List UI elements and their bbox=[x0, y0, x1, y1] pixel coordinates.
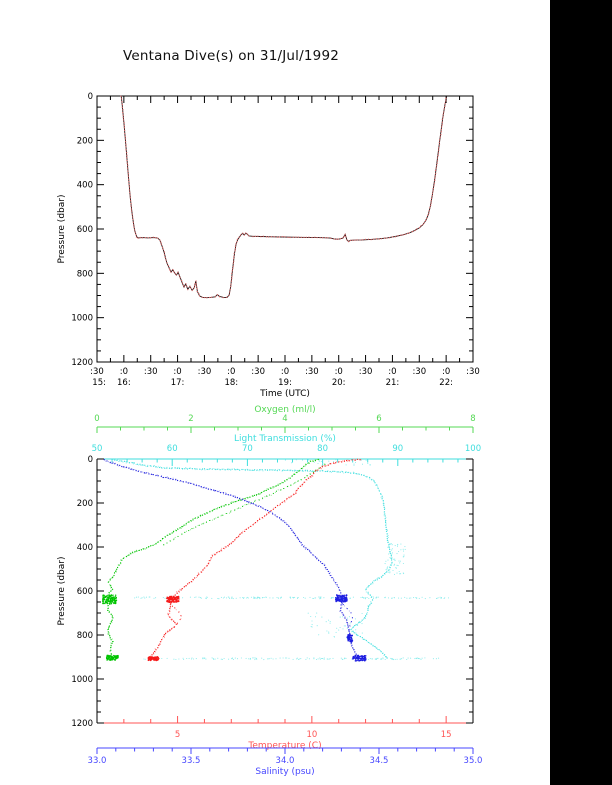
svg-text:19:: 19: bbox=[278, 378, 292, 388]
svg-text:33.5: 33.5 bbox=[182, 756, 201, 766]
svg-text:21:: 21: bbox=[386, 378, 400, 388]
svg-text::0: :0 bbox=[173, 367, 181, 377]
svg-text:15: 15 bbox=[441, 730, 452, 740]
svg-text:18:: 18: bbox=[224, 378, 238, 388]
svg-text:Pressure (dbar): Pressure (dbar) bbox=[57, 195, 67, 264]
svg-text:5: 5 bbox=[175, 730, 180, 740]
svg-text::30: :30 bbox=[90, 367, 104, 377]
svg-text::30: :30 bbox=[466, 367, 480, 377]
right-black-band bbox=[550, 0, 612, 785]
svg-text:Salinity (psu): Salinity (psu) bbox=[255, 767, 314, 777]
svg-text::30: :30 bbox=[305, 367, 319, 377]
svg-text:1000: 1000 bbox=[71, 314, 93, 324]
svg-text:1200: 1200 bbox=[71, 719, 93, 729]
oxygen-trace bbox=[102, 458, 326, 661]
svg-text:0: 0 bbox=[88, 455, 93, 465]
svg-text:90: 90 bbox=[392, 444, 403, 454]
svg-text:34.5: 34.5 bbox=[370, 756, 389, 766]
svg-text::0: :0 bbox=[227, 367, 235, 377]
svg-text::0: :0 bbox=[442, 367, 450, 377]
svg-text::30: :30 bbox=[198, 367, 212, 377]
svg-text:34.0: 34.0 bbox=[276, 756, 295, 766]
svg-text:Light Transmission (%): Light Transmission (%) bbox=[234, 434, 336, 444]
svg-text:400: 400 bbox=[77, 543, 93, 553]
svg-text:1200: 1200 bbox=[71, 358, 93, 368]
svg-text:400: 400 bbox=[77, 181, 93, 191]
svg-text:35.0: 35.0 bbox=[464, 756, 483, 766]
svg-text:60: 60 bbox=[167, 444, 178, 454]
svg-text:800: 800 bbox=[77, 269, 93, 279]
svg-text:15:: 15: bbox=[92, 378, 106, 388]
light-transmission-trace bbox=[111, 458, 450, 661]
svg-text:800: 800 bbox=[77, 631, 93, 641]
chart-title: Ventana Dive(s) on 31/Jul/1992 bbox=[122, 48, 340, 64]
svg-text:Temperature (C): Temperature (C) bbox=[247, 741, 321, 751]
svg-text:200: 200 bbox=[77, 136, 93, 146]
svg-text:50: 50 bbox=[92, 444, 103, 454]
svg-text::30: :30 bbox=[144, 367, 158, 377]
svg-text::30: :30 bbox=[251, 367, 265, 377]
svg-text:20:: 20: bbox=[332, 378, 346, 388]
svg-text:17:: 17: bbox=[171, 378, 185, 388]
salinity-trace bbox=[103, 459, 367, 662]
svg-text:600: 600 bbox=[77, 587, 93, 597]
svg-text:2: 2 bbox=[188, 414, 193, 424]
svg-text::30: :30 bbox=[412, 367, 426, 377]
svg-text:Oxygen (ml/l): Oxygen (ml/l) bbox=[254, 405, 315, 415]
svg-text:Pressure (dbar): Pressure (dbar) bbox=[57, 557, 67, 626]
svg-text:100: 100 bbox=[465, 444, 481, 454]
svg-text:16:: 16: bbox=[117, 378, 131, 388]
svg-text:80: 80 bbox=[317, 444, 328, 454]
svg-text:8: 8 bbox=[470, 414, 475, 424]
svg-text:Time (UTC): Time (UTC) bbox=[259, 389, 310, 399]
svg-text::0: :0 bbox=[388, 367, 396, 377]
svg-text::0: :0 bbox=[281, 367, 289, 377]
svg-text:33.0: 33.0 bbox=[88, 756, 107, 766]
svg-text:70: 70 bbox=[242, 444, 253, 454]
top-plot: :30:0:30:0:30:0:30:0:30:0:30:0:30:0:3015… bbox=[57, 92, 480, 399]
dive-profile-trace bbox=[120, 95, 448, 299]
svg-text::0: :0 bbox=[335, 367, 343, 377]
temperature-trace bbox=[147, 458, 362, 662]
svg-text:10: 10 bbox=[306, 730, 317, 740]
top-plot-axes: :30:0:30:0:30:0:30:0:30:0:30:0:30:0:3015… bbox=[57, 92, 480, 399]
svg-text::0: :0 bbox=[120, 367, 128, 377]
svg-text:22:: 22: bbox=[439, 378, 453, 388]
svg-text:0: 0 bbox=[88, 92, 93, 102]
svg-text:4: 4 bbox=[282, 414, 287, 424]
svg-text:0: 0 bbox=[94, 414, 99, 424]
svg-text:1000: 1000 bbox=[71, 675, 93, 685]
svg-text:600: 600 bbox=[77, 225, 93, 235]
svg-text:200: 200 bbox=[77, 499, 93, 509]
svg-text:6: 6 bbox=[376, 414, 381, 424]
svg-text::30: :30 bbox=[359, 367, 373, 377]
